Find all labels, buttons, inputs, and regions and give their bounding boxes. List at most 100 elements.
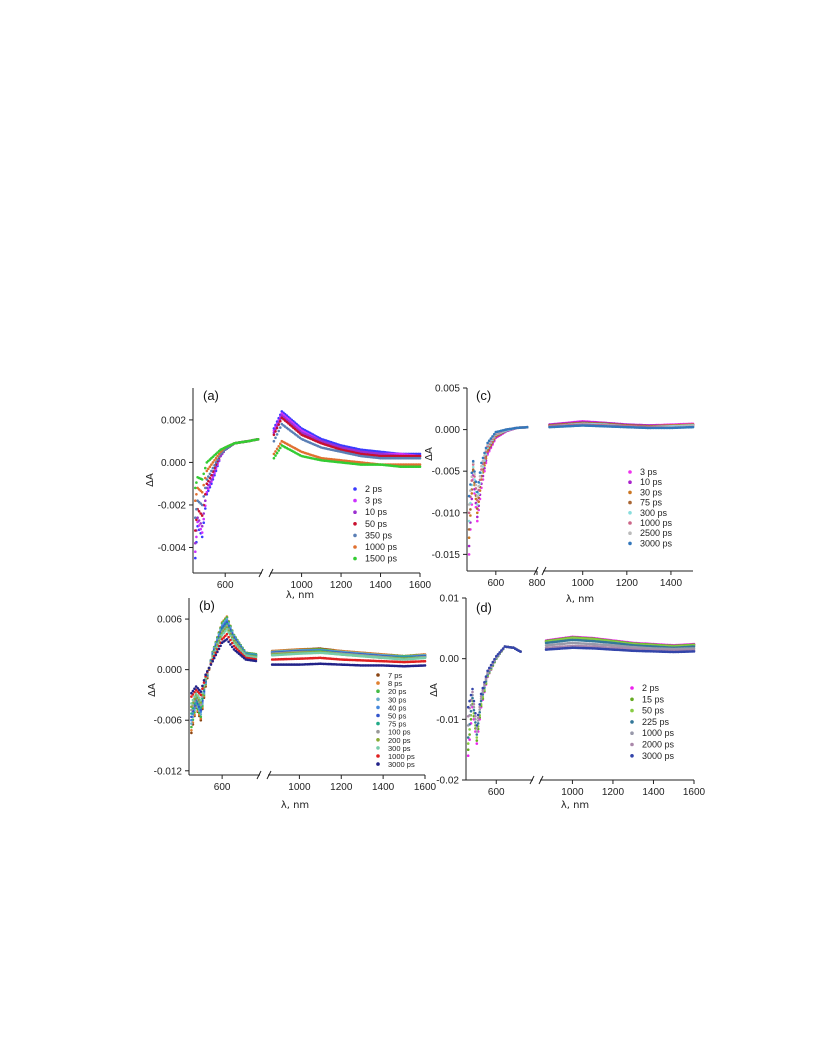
data-point (190, 691, 193, 695)
data-point (467, 553, 471, 556)
data-point (473, 475, 476, 478)
data-point (480, 468, 483, 471)
y-tick-label: -0.012 (154, 766, 183, 777)
data-point (279, 446, 282, 450)
data-point (205, 482, 209, 486)
data-point (466, 742, 470, 745)
data-point (237, 652, 241, 655)
data-point (468, 728, 471, 731)
data-point (190, 731, 193, 735)
data-point (468, 699, 471, 703)
data-point (199, 527, 202, 531)
data-point (200, 478, 204, 481)
data-point (470, 475, 474, 479)
legend-marker (376, 729, 380, 734)
data-point (470, 497, 474, 501)
data-point (486, 441, 489, 445)
legend-label: 75 ps (388, 720, 407, 729)
y-tick-label: -0.005 (432, 467, 461, 478)
data-point (474, 715, 477, 718)
data-point (692, 650, 696, 653)
legend-marker (353, 533, 357, 538)
data-point (199, 512, 202, 515)
legend-marker (376, 754, 380, 758)
data-point (475, 730, 479, 733)
data-point (229, 643, 232, 646)
data-point (277, 445, 281, 448)
data-point (205, 469, 209, 473)
data-point (194, 550, 197, 553)
data-series (194, 438, 422, 490)
data-point (201, 684, 204, 688)
x-tick-label: 600 (214, 782, 231, 793)
data-point (478, 708, 482, 711)
data-point (418, 463, 422, 466)
data-point (476, 515, 479, 519)
data-point (211, 461, 215, 464)
data-point (195, 518, 198, 522)
data-point (468, 733, 471, 736)
legend-label: 15 ps (642, 694, 665, 704)
data-point (474, 712, 477, 715)
data-point (469, 489, 472, 492)
axis-break-mark (538, 775, 544, 785)
data-point (225, 627, 229, 631)
legend-marker (376, 673, 380, 677)
data-point (277, 449, 281, 452)
legend-marker (628, 500, 632, 505)
legend-marker (376, 705, 380, 710)
legend-label: 50 ps (388, 712, 407, 721)
legend-marker (376, 738, 380, 742)
data-point (467, 494, 471, 498)
data-point (275, 447, 279, 451)
data-point (227, 635, 230, 639)
legend-marker (353, 498, 357, 503)
legend-label: 225 ps (642, 717, 670, 727)
data-point (481, 459, 485, 463)
axis-break-mark (529, 775, 535, 785)
data-point (195, 507, 198, 511)
y-tick-label: -0.004 (158, 543, 187, 554)
data-point (484, 675, 488, 678)
data-point (195, 481, 198, 484)
data-point (204, 673, 207, 676)
x-tick-label: 600 (217, 580, 234, 591)
data-point (488, 666, 491, 670)
data-point (478, 705, 482, 709)
data-point (418, 454, 422, 458)
data-point (202, 512, 205, 515)
legend-marker (628, 511, 632, 515)
legend-label: 100 ps (388, 728, 411, 737)
data-point (418, 456, 422, 460)
data-point (484, 446, 488, 450)
legend-label: 3000 ps (642, 751, 675, 761)
data-point (199, 698, 203, 702)
data-point (213, 464, 216, 467)
data-point (466, 748, 470, 751)
data-point (191, 689, 195, 693)
data-point (196, 686, 199, 690)
data-point (469, 483, 472, 486)
data-point (196, 694, 199, 697)
data-point (254, 659, 258, 663)
data-point (472, 708, 476, 712)
data-point (469, 718, 473, 721)
data-point (481, 688, 485, 692)
data-point (195, 493, 198, 496)
data-point (525, 425, 529, 429)
data-point (492, 432, 496, 436)
data-point (220, 638, 224, 641)
y-tick-label: -0.002 (158, 500, 187, 511)
data-point (194, 685, 198, 688)
data-point (467, 528, 471, 531)
legend-marker (353, 545, 357, 549)
legend-label: 350 ps (365, 530, 393, 540)
data-point (478, 703, 482, 706)
data-point (274, 436, 277, 440)
data-point (467, 519, 471, 523)
legend-marker (376, 762, 380, 766)
legend-label: 30 ps (640, 487, 663, 497)
legend-label: 2 ps (642, 683, 660, 693)
data-point (200, 535, 204, 539)
